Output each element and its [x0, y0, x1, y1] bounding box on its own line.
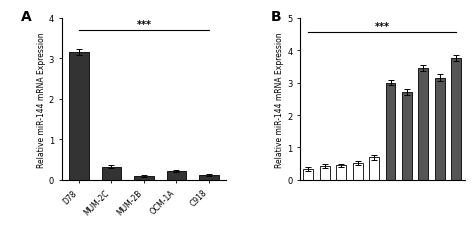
Y-axis label: Relative miR-144 mRNA Expression: Relative miR-144 mRNA Expression — [275, 32, 284, 167]
Bar — [419, 69, 428, 180]
Bar — [336, 166, 346, 180]
Bar — [353, 163, 363, 180]
Text: ***: *** — [137, 20, 151, 30]
Text: B: B — [271, 10, 281, 24]
Text: ***: *** — [375, 21, 390, 31]
Bar — [369, 158, 379, 180]
Bar — [320, 166, 330, 180]
Bar — [199, 175, 219, 180]
Bar — [101, 167, 121, 180]
Bar — [303, 170, 313, 180]
Bar — [435, 78, 445, 180]
Bar — [451, 59, 461, 180]
Bar — [134, 176, 154, 180]
Bar — [385, 83, 395, 180]
Bar — [166, 171, 186, 180]
Text: A: A — [20, 10, 31, 24]
Bar — [402, 93, 412, 180]
Bar — [69, 53, 89, 180]
Y-axis label: Relative miR-144 mRNA Expression: Relative miR-144 mRNA Expression — [37, 32, 46, 167]
